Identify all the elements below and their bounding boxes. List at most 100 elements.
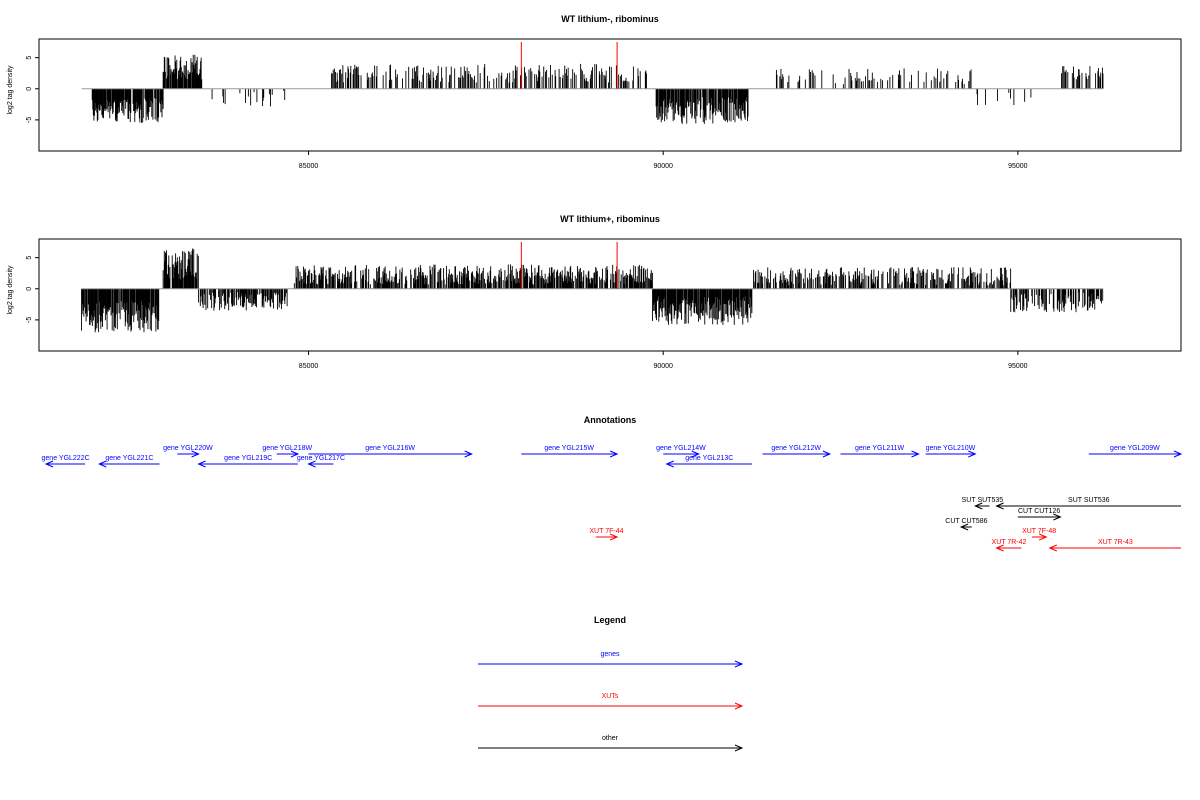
- arrow-head: [1048, 544, 1057, 552]
- x-tick-label: 95000: [1008, 363, 1028, 370]
- arrow-head: [1053, 513, 1062, 521]
- feature-label: gene YGL222C: [42, 455, 90, 462]
- axes-layer: 5 0 -5 85000 90000 95000: [26, 42, 1103, 170]
- y-axis-label: log2 tag density: [7, 65, 14, 115]
- arrow-head: [734, 660, 744, 668]
- feature-genes: gene YGL221C: [98, 455, 160, 468]
- arrow-head: [822, 450, 832, 458]
- y-tick-label: 5: [26, 256, 33, 260]
- feature-label: gene YGL209W: [1110, 445, 1160, 452]
- arrow-head: [307, 460, 316, 468]
- legend-items: genes XUTs other: [478, 651, 744, 752]
- arrow-head: [44, 460, 54, 468]
- arrow-head: [197, 460, 206, 468]
- feature-label: XUT 7F-44: [589, 528, 623, 535]
- feature-label: XUT 7R-42: [992, 539, 1027, 546]
- feature-label: gene YGL220W: [163, 445, 213, 452]
- bars-layer: [91, 54, 1104, 124]
- x-tick-label: 85000: [299, 363, 319, 370]
- arrow-head: [191, 450, 200, 458]
- legend-label: genes: [600, 651, 620, 658]
- arrow-head: [734, 744, 744, 752]
- feature-label: XUT 7F-48: [1022, 528, 1056, 535]
- feature-other: SUT SUT536: [995, 497, 1181, 510]
- arrow-head: [995, 544, 1004, 552]
- legend-label: XUTs: [602, 693, 619, 700]
- annotations-title: Annotations: [584, 415, 637, 425]
- y-tick-label: 0: [26, 287, 33, 291]
- feature-genes: gene YGL212W: [762, 445, 832, 458]
- x-tick-label: 90000: [653, 163, 673, 170]
- feature-label: CUT CUT126: [1018, 508, 1060, 515]
- feature-label: gene YGL215W: [544, 445, 594, 452]
- feature-genes: gene YGL215W: [521, 445, 619, 458]
- feature-XUTs: XUT 7R-43: [1048, 539, 1181, 552]
- legend-item-XUTs: XUTs: [478, 693, 744, 710]
- feature-label: CUT CUT586: [945, 518, 987, 525]
- arrow-head: [974, 502, 983, 510]
- feature-genes: gene YGL219C: [197, 455, 298, 468]
- legend-label: other: [602, 735, 619, 742]
- feature-genes: gene YGL211W: [840, 445, 920, 458]
- feature-other: CUT CUT126: [1017, 508, 1062, 521]
- feature-label: gene YGL219C: [224, 455, 272, 462]
- arrow-head: [734, 702, 744, 710]
- arrow-head: [98, 460, 107, 468]
- feature-XUTs: XUT 7F-44: [589, 528, 624, 541]
- arrow-head: [665, 460, 674, 468]
- feature-label: XUT 7R-43: [1098, 539, 1133, 546]
- feature-genes: gene YGL210W: [926, 445, 977, 458]
- arrow-head: [911, 450, 920, 458]
- y-tick-label: -5: [26, 117, 33, 123]
- feature-label: gene YGL213C: [685, 455, 733, 462]
- legend-item-other: other: [478, 735, 744, 752]
- x-tick-label: 85000: [299, 163, 319, 170]
- legend-panel: Legend genes XUTs other: [478, 615, 744, 752]
- feature-label: SUT SUT536: [1068, 497, 1110, 504]
- chart-panel-2: WT lithium+, ribominus log2 tag density …: [7, 214, 1182, 370]
- y-axis-label: log2 tag density: [7, 265, 14, 315]
- arrow-head: [968, 450, 977, 458]
- annotation-features: gene YGL222C gene YGL221C gene YGL220W gene…: [42, 445, 1183, 552]
- feature-genes: gene YGL217C: [297, 455, 345, 468]
- plot-frame: [38, 238, 1182, 352]
- feature-label: gene YGL211W: [855, 445, 905, 452]
- feature-genes: gene YGL213C: [665, 455, 752, 468]
- feature-label: SUT SUT535: [962, 497, 1004, 504]
- feature-genes: gene YGL220W: [163, 445, 213, 458]
- arrow-head: [959, 523, 969, 531]
- feature-genes: gene YGL222C: [42, 455, 90, 468]
- feature-genes: gene YGL216W: [308, 445, 473, 458]
- y-tick-label: 0: [26, 87, 33, 91]
- feature-label: gene YGL221C: [105, 455, 153, 462]
- arrow-head: [609, 533, 619, 541]
- feature-label: gene YGL212W: [771, 445, 821, 452]
- feature-other: SUT SUT535: [962, 497, 1004, 510]
- arrow-head: [691, 450, 700, 458]
- bars-layer: [81, 248, 1104, 333]
- feature-label: gene YGL210W: [926, 445, 976, 452]
- axes-layer: 5 0 -5 85000 90000 95000: [26, 242, 1103, 370]
- arrow-head: [995, 502, 1004, 510]
- arrow-head: [1173, 450, 1183, 458]
- feature-label: gene YGL216W: [365, 445, 415, 452]
- chart-title: WT lithium-, ribominus: [561, 14, 659, 24]
- feature-XUTs: XUT 7R-42: [992, 539, 1027, 552]
- x-tick-label: 90000: [653, 363, 673, 370]
- y-tick-label: -5: [26, 317, 33, 323]
- arrow-head: [609, 450, 619, 458]
- feature-XUTs: XUT 7F-48: [1022, 528, 1056, 541]
- legend-item-genes: genes: [478, 651, 744, 668]
- feature-label: gene YGL214W: [656, 445, 706, 452]
- arrow-head: [464, 450, 473, 458]
- annotations-panel: Annotations gene YGL222C gene YGL221Cgene…: [42, 415, 1183, 552]
- feature-genes: gene YGL214W: [656, 445, 706, 458]
- arrow-head: [290, 450, 300, 458]
- feature-genes: gene YGL218W: [262, 445, 312, 458]
- legend-title: Legend: [594, 615, 626, 625]
- feature-label: gene YGL218W: [262, 445, 312, 452]
- y-tick-label: 5: [26, 56, 33, 60]
- feature-label: gene YGL217C: [297, 455, 345, 462]
